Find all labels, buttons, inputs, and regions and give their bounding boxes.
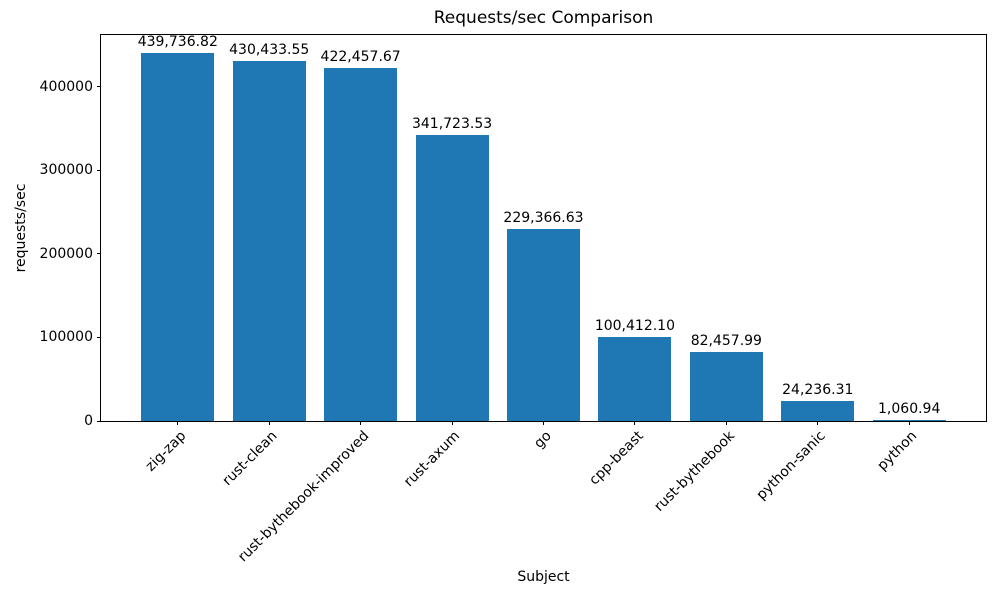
y-tick: [97, 169, 101, 171]
y-tick-label: 100000: [39, 329, 93, 346]
y-tick-label: 0: [84, 413, 93, 429]
bar: [872, 420, 946, 421]
x-tick: [543, 421, 544, 425]
bar-value-label: 1,060.94: [878, 401, 941, 418]
x-tick-label: rust-axum: [401, 428, 464, 491]
y-tick: [97, 253, 101, 255]
x-tick: [268, 421, 270, 425]
x-tick-label: go: [531, 428, 555, 452]
x-tick: [177, 421, 179, 425]
x-tick: [634, 421, 636, 425]
bar: [689, 352, 763, 421]
bar: [141, 53, 215, 421]
y-tick: [97, 86, 101, 88]
x-tick: [817, 421, 819, 425]
bar-value-label: 229,366.63: [503, 210, 584, 227]
x-tick-label: cpp-beast: [585, 428, 647, 489]
x-tick-label: zig-zap: [142, 428, 190, 475]
y-axis-label: requests/sec: [13, 183, 29, 273]
bar-value-label: 82,457.99: [690, 333, 762, 350]
bar: [598, 337, 672, 421]
x-tick-label: rust-clean: [219, 428, 281, 489]
bar-value-label: 341,723.53: [411, 116, 493, 133]
bar: [415, 135, 489, 421]
bar-value-label: 100,412.10: [594, 318, 676, 335]
bar-value-label: 439,736.82: [137, 34, 218, 51]
x-tick: [725, 421, 727, 425]
y-tick-label: 300000: [39, 162, 93, 179]
x-tick: [360, 421, 362, 425]
bar: [232, 61, 306, 421]
x-tick-label: python-sanic: [753, 428, 830, 504]
y-tick-label: 400000: [39, 78, 93, 95]
x-tick: [908, 421, 910, 425]
x-tick: [451, 421, 453, 425]
plot-area: 0 100000 200000 300000 400000 439,736.82 430,…: [40, 34, 987, 565]
y-tick: [97, 420, 101, 422]
x-tick-label: python: [874, 428, 921, 474]
bar: [324, 67, 398, 421]
x-axis-label: Subject: [517, 569, 570, 585]
bar-value-label: 422,457.67: [320, 48, 401, 65]
y-tick-label: 200000: [39, 245, 93, 262]
bar: [781, 400, 855, 421]
bar: [506, 229, 581, 421]
bar-value-label: 24,236.31: [782, 381, 854, 398]
bar-value-label: 430,433.55: [229, 42, 310, 59]
y-tick: [97, 336, 101, 338]
x-tick-label: rust-bythebook: [650, 428, 738, 515]
chart-title: Requests/sec Comparison: [433, 8, 654, 28]
